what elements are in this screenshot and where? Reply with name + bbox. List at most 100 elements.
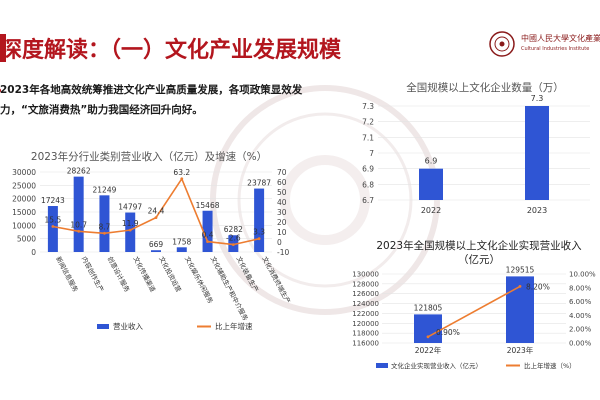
bar-value-label: 6.9 bbox=[425, 157, 438, 166]
bar-value-label: 669 bbox=[149, 240, 164, 249]
summary-text: 2023年各地高效统筹推进文化产业高质量发展，各项政策显效发 力，“文旅消费热”… bbox=[0, 80, 345, 120]
category-label: 文化投资运营 bbox=[157, 255, 183, 294]
y-right-tick-label: 10.00% bbox=[569, 271, 596, 279]
y-left-tick-label: 0 bbox=[31, 248, 36, 257]
bar bbox=[151, 250, 161, 252]
summary-line-2: 力，“文旅消费热”助力我国经济回升向好。 bbox=[0, 104, 203, 116]
y-left-tick-label: 120000 bbox=[352, 320, 379, 328]
page-title: 深度解读：（一）文化产业发展规模 bbox=[0, 38, 342, 63]
growth-line bbox=[427, 285, 521, 338]
y-right-tick-label: 70 bbox=[277, 168, 287, 177]
category-label: 新闻信息服务 bbox=[54, 255, 80, 294]
bar bbox=[525, 106, 549, 200]
y-right-tick-label: 6.00% bbox=[569, 298, 592, 306]
growth-point bbox=[231, 243, 235, 246]
y-right-tick-label: 8.00% bbox=[569, 284, 592, 292]
growth-point bbox=[257, 237, 261, 241]
y-tick-label: 6.7 bbox=[362, 196, 374, 205]
y-right-tick-label: -10 bbox=[277, 248, 289, 257]
growth-value-label: 0.4 bbox=[202, 231, 214, 240]
bar-value-label: 129515 bbox=[506, 265, 535, 274]
growth-point bbox=[51, 225, 55, 228]
bar bbox=[47, 206, 58, 252]
growth-value-label: -2.6 bbox=[226, 234, 241, 243]
y-right-tick-label: 40 bbox=[277, 198, 287, 207]
growth-point bbox=[518, 285, 522, 288]
chart-title: 全国规模以上文化企业数量（万） bbox=[406, 81, 564, 94]
y-left-tick-label: 25000 bbox=[12, 181, 36, 190]
category-label: 2022 bbox=[421, 206, 441, 215]
logo-text: 中國人民大學文化產業研 bbox=[521, 34, 600, 43]
bar bbox=[419, 168, 443, 200]
y-left-tick-label: 126000 bbox=[352, 290, 379, 298]
enterprise-count-chart: 全国规模以上文化企业数量（万） 6.7 6.8 6.9 7 7.1 7.2 7.3 6.9 7.… bbox=[362, 81, 590, 215]
bar-value-label: 7.3 bbox=[531, 94, 544, 103]
y-right-tick-label: 30 bbox=[277, 208, 287, 217]
y-tick-label: 7.3 bbox=[362, 102, 374, 111]
chart-title-line-2: （亿元） bbox=[458, 253, 500, 266]
chart-title-line-1: 2023年全国规模以上文化企业实现营业收入 bbox=[376, 239, 582, 252]
growth-point bbox=[206, 240, 209, 243]
growth-value-label: 8.7 bbox=[98, 222, 110, 231]
y-left-tick-label: 130000 bbox=[352, 271, 379, 279]
category-label: 文化装备生产 bbox=[235, 255, 261, 294]
bar-value-label: 17243 bbox=[41, 196, 65, 205]
bar bbox=[99, 195, 110, 252]
y-right-tick-label: 20 bbox=[277, 218, 287, 227]
growth-point bbox=[128, 228, 132, 232]
bar-value-label: 15468 bbox=[196, 201, 220, 210]
y-tick-label: 7.2 bbox=[362, 118, 374, 127]
growth-point bbox=[154, 216, 158, 219]
enterprise-revenue-chart: 2023年全国规模以上文化企业实现营业收入 （亿元） 116000 118000 1… bbox=[352, 239, 596, 370]
y-tick-label: 6.9 bbox=[362, 165, 374, 174]
y-right-tick-label: 60 bbox=[277, 178, 287, 187]
bar bbox=[125, 212, 136, 252]
y-left-tick-label: 10000 bbox=[12, 221, 36, 230]
y-right-tick-label: 0 bbox=[277, 238, 282, 247]
y-left-tick-label: 122000 bbox=[352, 310, 379, 318]
bar bbox=[254, 188, 265, 252]
y-right-tick-label: 2.00% bbox=[569, 326, 592, 334]
y-left-tick-label: 116000 bbox=[352, 340, 379, 348]
y-left-tick-label: 5000 bbox=[17, 235, 36, 244]
growth-value-label: 63.2 bbox=[173, 168, 190, 177]
y-right-tick-label: 4.00% bbox=[569, 312, 592, 320]
bar-value-label: 28262 bbox=[67, 167, 91, 176]
y-tick-label: 7 bbox=[369, 149, 374, 158]
bar bbox=[202, 210, 213, 252]
y-tick-label: 7.1 bbox=[362, 133, 374, 142]
y-right-tick-label: 0.00% bbox=[569, 340, 592, 348]
legend-label-revenue: 营业收入 bbox=[113, 321, 143, 331]
title-accent-bar bbox=[0, 34, 6, 62]
growth-value-label: 3.3 bbox=[253, 228, 265, 237]
bar-value-label: 6282 bbox=[224, 225, 243, 234]
growth-value-label: 11.9 bbox=[122, 219, 139, 228]
y-left-tick-label: 128000 bbox=[352, 280, 379, 288]
growth-point bbox=[426, 335, 430, 339]
bar-value-label: 121805 bbox=[414, 303, 443, 312]
category-label: 2022年 bbox=[415, 345, 442, 355]
y-left-tick-label: 20000 bbox=[12, 195, 36, 204]
industry-revenue-chart: 2023年分行业类别营业收入（亿元）及增速（%） 0 5000 10000 15000… bbox=[12, 150, 293, 331]
category-label: 文化消费终端生产 bbox=[260, 255, 293, 306]
bar bbox=[176, 247, 187, 252]
growth-point bbox=[103, 231, 106, 235]
bar-value-label: 23787 bbox=[247, 179, 271, 188]
growth-value-label: 10.7 bbox=[70, 220, 87, 229]
summary-line-1: 2023年各地高效统筹推进文化产业高质量发展，各项政策显效发 bbox=[0, 84, 303, 96]
y-left-tick-label: 118000 bbox=[352, 330, 379, 338]
growth-point bbox=[77, 229, 81, 233]
y-right-tick-label: 10 bbox=[277, 228, 287, 237]
growth-value-label: 0.90% bbox=[436, 328, 460, 337]
category-label: 文化传播渠道 bbox=[131, 255, 157, 294]
bar bbox=[73, 176, 84, 252]
chart-title: 2023年分行业类别营业收入（亿元）及增速（%） bbox=[31, 150, 267, 163]
bar-value-label: 1758 bbox=[172, 237, 191, 246]
chart-legend: 营业收入 比上年增速 bbox=[97, 321, 253, 331]
legend-label-growth: 比上年增速 bbox=[215, 321, 253, 331]
bar-value-label: 21249 bbox=[93, 185, 117, 194]
category-label: 2023 bbox=[527, 206, 547, 215]
growth-value-label: 24.4 bbox=[148, 207, 165, 216]
y-left-tick-label: 15000 bbox=[12, 208, 36, 217]
y-tick-label: 6.8 bbox=[362, 180, 374, 189]
